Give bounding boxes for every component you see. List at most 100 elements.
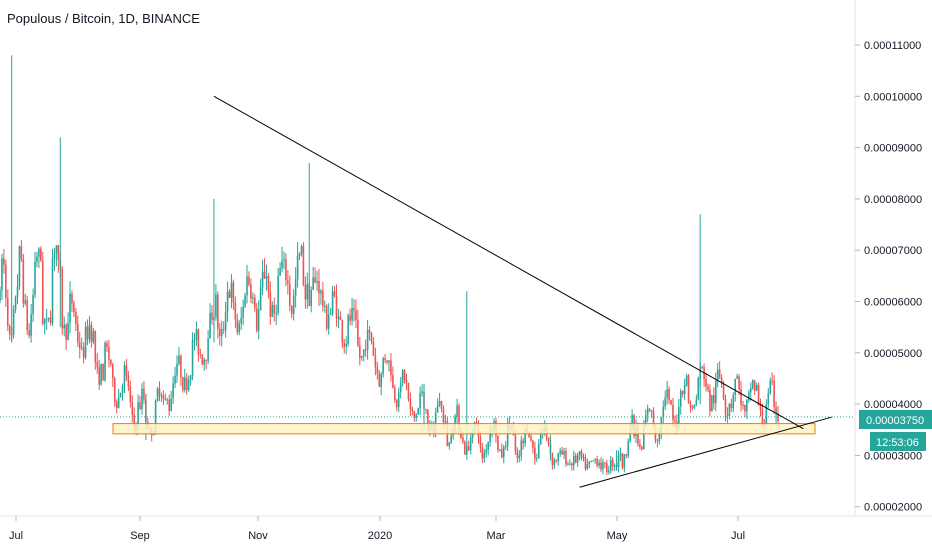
candle-body	[574, 455, 577, 463]
support-zone[interactable]	[112, 423, 816, 435]
candle-body	[744, 405, 746, 412]
candle-body	[201, 354, 204, 365]
candle-body	[646, 408, 649, 416]
candle-body	[271, 305, 274, 317]
candle-body	[693, 404, 696, 409]
candle-body	[183, 377, 186, 391]
candle-body	[53, 253, 56, 259]
candle-body	[6, 298, 9, 326]
price-scale[interactable]: 0.00011000 0.00010000 0.00009000 0.00008000…	[855, 40, 922, 514]
time-tick-label: Sep	[130, 530, 150, 542]
candle-body	[674, 419, 676, 422]
candle-body	[399, 383, 402, 393]
candle-body	[178, 355, 180, 364]
candle-body	[273, 305, 276, 314]
candle-body	[253, 297, 256, 309]
candle-body	[767, 393, 770, 405]
candle-body	[530, 436, 532, 441]
candle-body	[222, 329, 225, 331]
candle-body	[131, 402, 134, 415]
candle-body	[197, 329, 200, 355]
candle-body	[364, 349, 367, 351]
candle-body	[8, 325, 11, 335]
candle-body	[483, 452, 486, 459]
candle-body	[726, 414, 729, 416]
candle-body	[322, 290, 324, 307]
candle-body	[711, 395, 713, 412]
ascending-trendline[interactable]	[579, 416, 833, 488]
candle-body	[588, 461, 591, 465]
candle-body	[139, 402, 141, 410]
candle-body	[475, 422, 478, 424]
candle-body	[32, 294, 34, 315]
candle-body	[438, 401, 441, 406]
candle-body	[652, 410, 655, 427]
candle-body	[257, 309, 260, 331]
candle-body	[296, 255, 299, 280]
candle-body	[716, 369, 719, 382]
candle-body	[641, 446, 643, 450]
candle-body	[121, 385, 124, 393]
candle-body	[164, 398, 167, 400]
candle-body	[668, 389, 670, 401]
candle-body	[349, 315, 351, 321]
candle-body	[180, 355, 182, 378]
candle-body	[514, 435, 517, 452]
candle-body	[637, 426, 639, 445]
candle-body	[720, 377, 723, 384]
candle-body	[203, 359, 206, 365]
candle-body	[701, 367, 703, 369]
candle-body	[751, 380, 754, 389]
drawings-layer[interactable]	[0, 95, 855, 488]
chart-title: Populous / Bitcoin, 1D, BINANCE	[7, 11, 200, 26]
candle-body	[125, 365, 128, 376]
candle-body	[84, 326, 87, 358]
candle-body	[71, 293, 73, 304]
candle-body	[368, 330, 371, 333]
candle-body	[333, 291, 336, 296]
candle-body	[598, 462, 600, 466]
candle-body	[617, 455, 620, 468]
candle-body	[411, 409, 414, 412]
candle-body	[582, 457, 585, 459]
candle-body	[625, 454, 628, 456]
candle-body	[401, 370, 404, 384]
candle-body	[242, 306, 244, 318]
candle-body	[283, 259, 285, 261]
time-tick-label: Jul	[731, 530, 745, 542]
candle-body	[360, 355, 363, 358]
candle-body	[73, 303, 75, 313]
candle-body	[497, 435, 499, 451]
candle-body	[576, 455, 579, 463]
candle-body	[734, 378, 737, 396]
candle-body	[269, 291, 272, 317]
candle-body	[561, 450, 563, 455]
candle-body	[518, 455, 521, 458]
candle-body	[586, 464, 589, 469]
candle-body	[255, 308, 258, 331]
candle-body	[753, 380, 756, 391]
candle-body	[182, 377, 184, 391]
candle-body	[522, 440, 525, 444]
descending-trendline[interactable]	[213, 95, 804, 430]
candle-body	[240, 317, 242, 324]
candle-body	[390, 360, 392, 376]
candle-body	[215, 294, 217, 318]
candle-body	[96, 362, 99, 368]
candle-body	[748, 392, 750, 401]
candle-body	[45, 319, 48, 321]
candle-body	[565, 450, 567, 465]
candle-body	[108, 347, 110, 360]
candle-body	[644, 415, 647, 427]
candle-body	[289, 283, 291, 307]
candle-body	[458, 405, 460, 432]
candle-body	[679, 390, 682, 407]
time-scale[interactable]: Jul Sep Nov 2020 Mar May Jul	[9, 516, 745, 542]
candle-body	[234, 303, 237, 320]
candle-body	[49, 317, 52, 324]
candle-body	[623, 454, 626, 468]
candle-body	[94, 331, 97, 363]
candle-body	[759, 405, 762, 411]
candle-body	[267, 276, 270, 292]
